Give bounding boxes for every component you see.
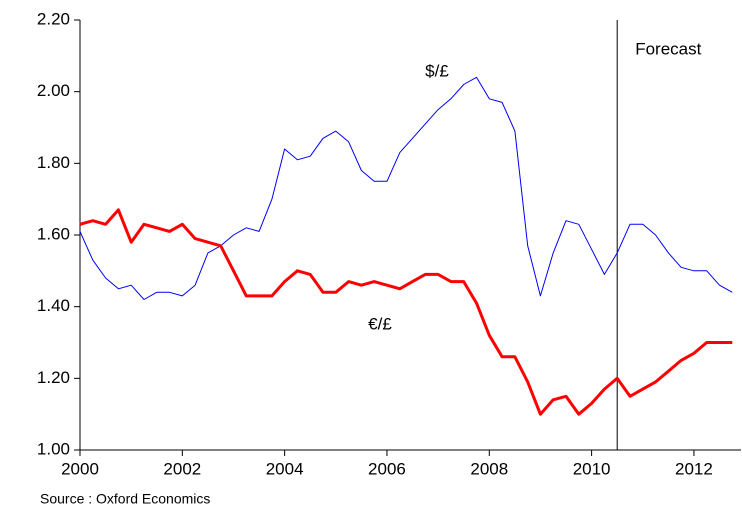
series-line [79, 208, 733, 416]
series-label: $/£ [425, 61, 449, 80]
x-tick-label: 2010 [573, 459, 611, 478]
y-tick-label: 1.60 [37, 224, 70, 243]
y-tick-label: 1.20 [37, 368, 70, 387]
x-tick-label: 2000 [61, 459, 99, 478]
series-label: €/£ [368, 314, 392, 333]
y-tick-label: 1.80 [37, 153, 70, 172]
forecast-label: Forecast [635, 39, 701, 58]
x-tick-label: 2002 [163, 459, 201, 478]
y-tick-label: 2.00 [37, 81, 70, 100]
x-tick-label: 2004 [266, 459, 304, 478]
series-line [79, 76, 733, 300]
x-tick-label: 2006 [368, 459, 406, 478]
x-tick-label: 2012 [675, 459, 713, 478]
source-note: Source : Oxford Economics [40, 491, 210, 507]
y-tick-label: 1.40 [37, 296, 70, 315]
y-tick-label: 2.20 [37, 9, 70, 28]
y-tick-label: 1.00 [37, 439, 70, 458]
x-tick-label: 2008 [470, 459, 508, 478]
